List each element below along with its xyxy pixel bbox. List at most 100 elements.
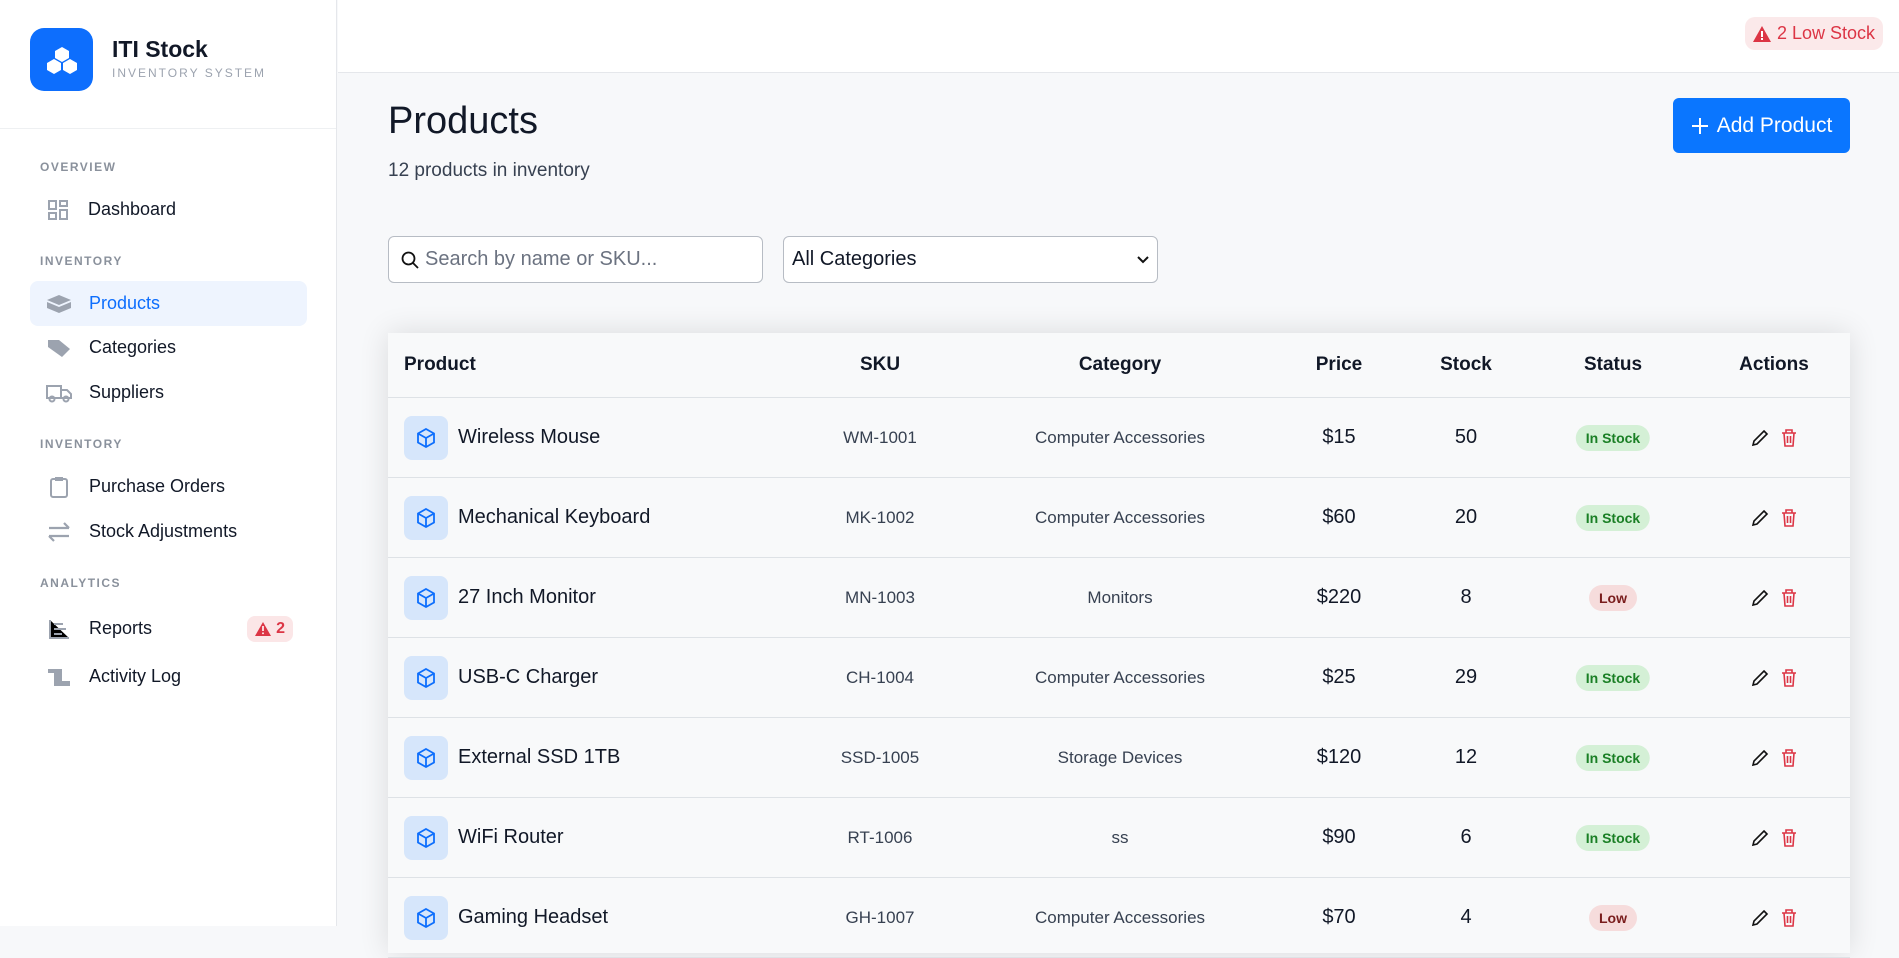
product-cell: External SSD 1TB bbox=[404, 718, 620, 797]
product-name: Gaming Headset bbox=[458, 906, 609, 928]
chart-icon bbox=[45, 617, 73, 641]
sidebar-item-label: Stock Adjustments bbox=[89, 521, 238, 541]
actions-cell bbox=[1751, 798, 1797, 877]
price-cell: $25 bbox=[1322, 666, 1356, 688]
sku-cell: WM-1001 bbox=[843, 427, 917, 447]
product-name: 27 Inch Monitor bbox=[458, 586, 596, 608]
delete-trash-icon[interactable] bbox=[1781, 428, 1797, 447]
price-cell: $90 bbox=[1322, 826, 1356, 848]
product-name: WiFi Router bbox=[458, 826, 564, 848]
delete-trash-icon[interactable] bbox=[1781, 508, 1797, 527]
page-title: Products bbox=[388, 100, 538, 142]
status-cell: Low bbox=[1589, 878, 1637, 957]
header-stock: Stock bbox=[1440, 354, 1492, 375]
category-cell: Computer Accessories bbox=[1034, 667, 1206, 687]
sidebar-item-suppliers[interactable]: Suppliers bbox=[30, 370, 307, 415]
product-box-icon bbox=[404, 575, 448, 620]
delete-trash-icon[interactable] bbox=[1781, 588, 1797, 607]
header-sku: SKU bbox=[859, 354, 901, 375]
category-cell: Storage Devices bbox=[1057, 747, 1183, 767]
category-select[interactable]: All Categories bbox=[783, 236, 1158, 283]
sidebar-item-label: Reports bbox=[89, 618, 153, 638]
table-row: External SSD 1TB SSD-1005 Storage Device… bbox=[388, 718, 1850, 798]
table-row: Gaming Headset GH-1007 Computer Accessor… bbox=[388, 878, 1850, 958]
delete-trash-icon[interactable] bbox=[1781, 668, 1797, 687]
edit-pencil-icon[interactable] bbox=[1751, 509, 1769, 527]
plus-icon bbox=[1691, 117, 1708, 134]
category-cell: ss bbox=[1111, 827, 1129, 847]
category-selected: All Categories bbox=[792, 248, 917, 270]
stock-cell: 20 bbox=[1454, 506, 1478, 528]
product-name: External SSD 1TB bbox=[458, 746, 621, 768]
price-cell: $220 bbox=[1316, 586, 1362, 608]
box-icon bbox=[45, 292, 73, 316]
warning-icon bbox=[255, 621, 272, 636]
stock-cell: 50 bbox=[1454, 426, 1478, 448]
category-cell: Computer Accessories bbox=[1034, 907, 1206, 927]
sidebar-item-reports[interactable]: Reports 2 bbox=[30, 606, 307, 651]
delete-trash-icon[interactable] bbox=[1781, 908, 1797, 927]
low-stock-alert[interactable]: 2 Low Stock bbox=[1744, 17, 1883, 50]
delete-trash-icon[interactable] bbox=[1781, 828, 1797, 847]
edit-pencil-icon[interactable] bbox=[1751, 909, 1769, 927]
table-header: Product SKU Category Price Stock Status … bbox=[388, 333, 1850, 398]
tag-icon bbox=[45, 336, 73, 360]
actions-cell bbox=[1751, 478, 1797, 557]
sidebar-item-label: Dashboard bbox=[88, 199, 177, 219]
topbar: 2 Low Stock bbox=[338, 0, 1899, 73]
scroll-icon bbox=[45, 665, 73, 689]
table-row: USB-C Charger CH-1004 Computer Accessori… bbox=[388, 638, 1850, 718]
sidebar-item-stock-adjustments[interactable]: Stock Adjustments bbox=[30, 509, 307, 554]
status-badge: In Stock bbox=[1575, 664, 1651, 691]
header-price: Price bbox=[1315, 354, 1363, 375]
brand-title: ITI Stock bbox=[112, 36, 208, 62]
sidebar-item-label: Suppliers bbox=[89, 382, 165, 402]
sku-cell: GH-1007 bbox=[845, 907, 915, 927]
sidebar-item-label: Purchase Orders bbox=[89, 476, 226, 496]
edit-pencil-icon[interactable] bbox=[1751, 829, 1769, 847]
product-cell: Mechanical Keyboard bbox=[404, 478, 650, 557]
sidebar-item-label: Categories bbox=[89, 337, 177, 357]
price-cell: $120 bbox=[1316, 746, 1362, 768]
product-name: USB-C Charger bbox=[458, 666, 599, 688]
add-product-label: Add Product bbox=[1716, 113, 1833, 137]
sku-cell: CH-1004 bbox=[845, 667, 915, 687]
sidebar-item-categories[interactable]: Categories bbox=[30, 325, 307, 370]
status-cell: In Stock bbox=[1575, 798, 1651, 877]
products-table: Product SKU Category Price Stock Status … bbox=[388, 333, 1850, 958]
status-badge: In Stock bbox=[1575, 504, 1651, 531]
product-cell: USB-C Charger bbox=[404, 638, 598, 717]
search-field[interactable] bbox=[388, 236, 763, 283]
delete-trash-icon[interactable] bbox=[1781, 748, 1797, 767]
section-inventory-2: INVENTORY bbox=[40, 437, 123, 451]
sidebar-item-dashboard[interactable]: Dashboard bbox=[30, 187, 307, 232]
stock-cell: 4 bbox=[1460, 906, 1472, 928]
edit-pencil-icon[interactable] bbox=[1751, 589, 1769, 607]
table-row: Mechanical Keyboard MK-1002 Computer Acc… bbox=[388, 478, 1850, 558]
add-product-button[interactable]: Add Product bbox=[1673, 98, 1850, 153]
search-input[interactable] bbox=[425, 248, 745, 271]
edit-pencil-icon[interactable] bbox=[1751, 429, 1769, 447]
low-stock-text: 2 Low Stock bbox=[1776, 23, 1875, 43]
category-cell: Monitors bbox=[1087, 587, 1153, 607]
edit-pencil-icon[interactable] bbox=[1751, 749, 1769, 767]
product-box-icon bbox=[404, 655, 448, 700]
status-cell: Low bbox=[1589, 558, 1637, 637]
status-badge: In Stock bbox=[1575, 424, 1651, 451]
chevron-down-icon bbox=[1137, 255, 1149, 263]
product-cell: WiFi Router bbox=[404, 798, 564, 877]
edit-pencil-icon[interactable] bbox=[1751, 669, 1769, 687]
sidebar-item-activity-log[interactable]: Activity Log bbox=[30, 654, 307, 699]
sidebar-item-purchase-orders[interactable]: Purchase Orders bbox=[30, 464, 307, 509]
reports-alert-badge: 2 bbox=[247, 615, 293, 642]
product-box-icon bbox=[404, 815, 448, 860]
category-cell: Computer Accessories bbox=[1034, 427, 1206, 447]
brand-subtitle: INVENTORY SYSTEM bbox=[112, 66, 267, 80]
warning-icon bbox=[1752, 25, 1771, 42]
sidebar-item-products[interactable]: Products bbox=[30, 281, 307, 326]
status-cell: In Stock bbox=[1575, 638, 1651, 717]
section-analytics: ANALYTICS bbox=[40, 576, 122, 590]
table-row: Wireless Mouse WM-1001 Computer Accessor… bbox=[388, 398, 1850, 478]
brand: ITI Stock INVENTORY SYSTEM bbox=[0, 0, 336, 129]
truck-icon bbox=[45, 381, 73, 405]
